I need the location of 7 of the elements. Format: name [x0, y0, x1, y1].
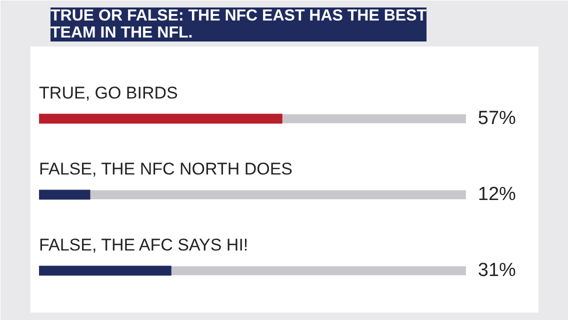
y-tick-label: FALSE, THE AFC SAYS HI! — [39, 236, 248, 255]
y-tick-label: TRUE, GO BIRDS — [39, 84, 178, 103]
data-label: 57% — [478, 108, 516, 130]
chart-title: TRUE OR FALSE: THE NFC EAST HAS THE BEST TEAM IN THE NFL. — [50, 8, 427, 42]
y-tick-label: FALSE, THE NFC NORTH DOES — [39, 160, 293, 179]
data-label: 12% — [478, 184, 516, 206]
data-label: 31% — [478, 260, 516, 282]
